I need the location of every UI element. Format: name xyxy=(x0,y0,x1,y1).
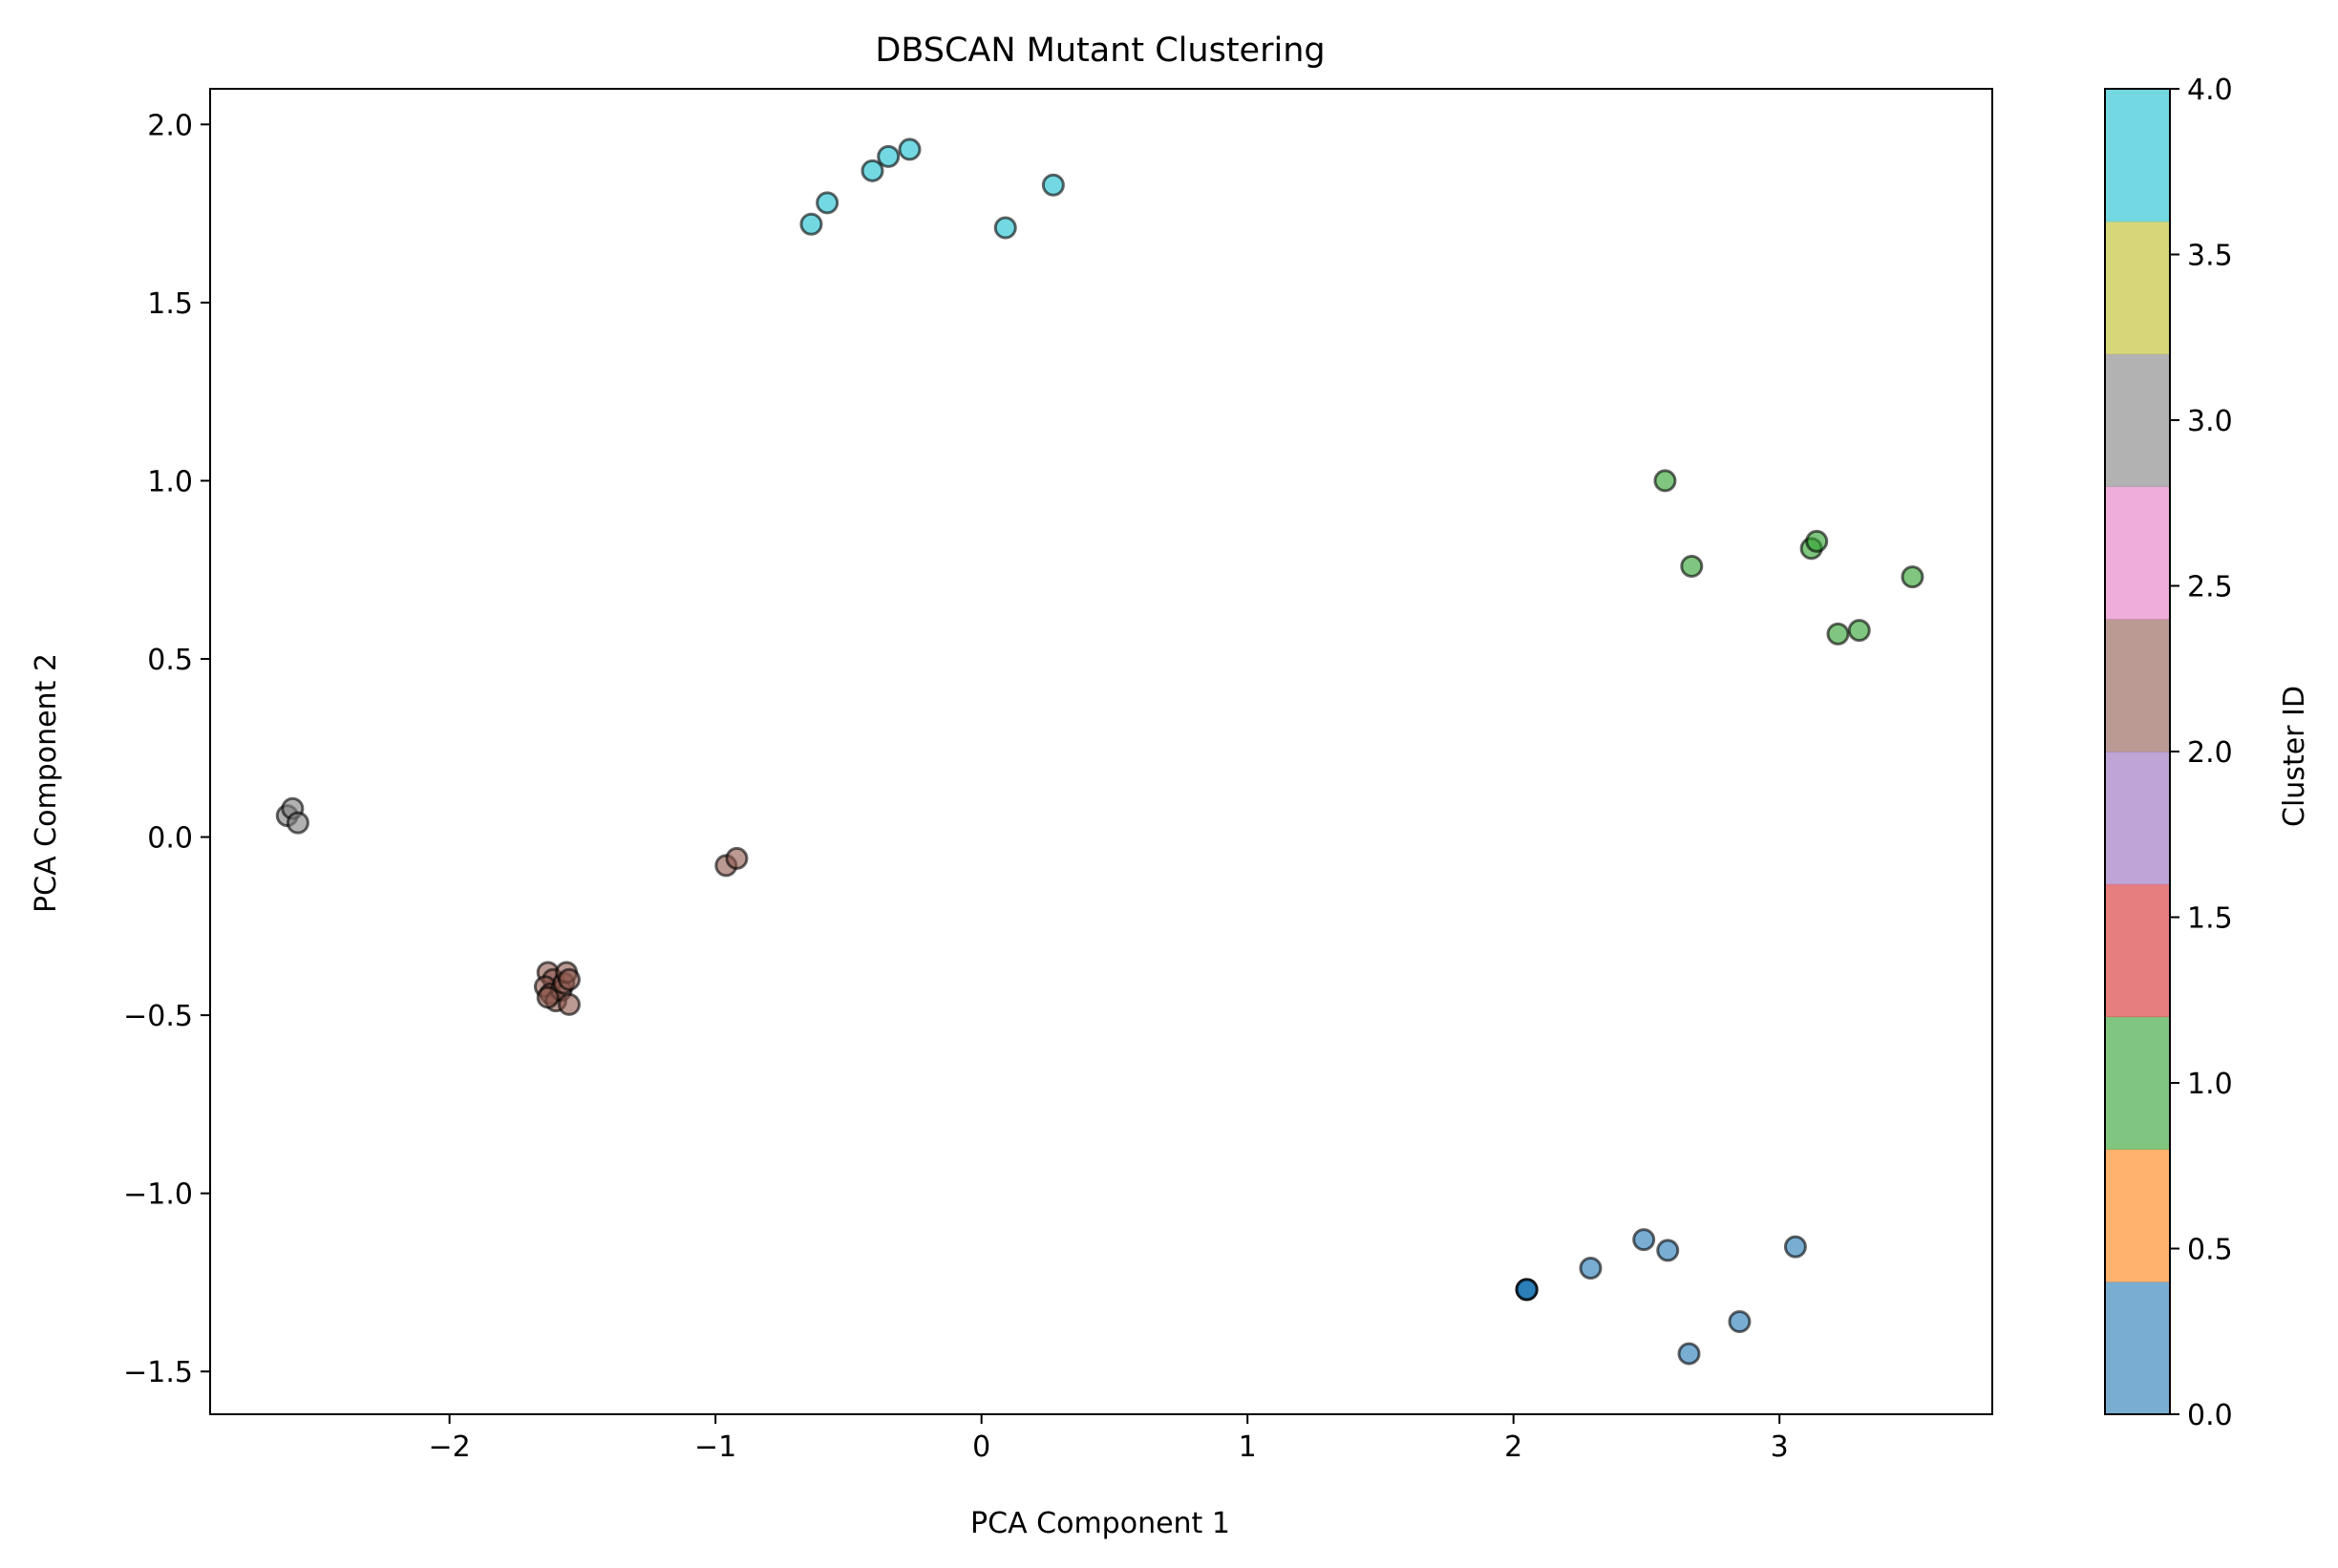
plot-area xyxy=(210,89,1992,1414)
data-point-cluster-1 xyxy=(1805,529,1829,553)
data-point-cluster-1 xyxy=(1680,554,1704,578)
data-point-cluster-2 xyxy=(557,967,581,991)
colorbar-tick-label: 2.5 xyxy=(2187,571,2233,604)
colorbar-segment xyxy=(2105,619,2170,752)
colorbar-tick-label: 3.0 xyxy=(2187,405,2233,438)
x-tick-label: 2 xyxy=(1504,1430,1522,1464)
data-point-cluster-1 xyxy=(1653,469,1677,493)
data-point-cluster-0 xyxy=(1632,1228,1656,1252)
colorbar-segment xyxy=(2105,1149,2170,1282)
data-point-cluster-0 xyxy=(1515,1278,1539,1302)
x-tick-label: 3 xyxy=(1771,1430,1789,1464)
colorbar-tick-label: 3.5 xyxy=(2187,240,2233,273)
y-tick-label: 1.5 xyxy=(147,287,193,321)
plot-background xyxy=(210,89,1992,1414)
data-point-cluster-1 xyxy=(1826,622,1850,646)
data-point-cluster-4 xyxy=(816,191,840,215)
colorbar-segment xyxy=(2105,221,2170,355)
x-tick-label: −1 xyxy=(694,1430,736,1464)
colorbar-tick-label: 0.0 xyxy=(2187,1399,2233,1432)
y-tick-label: −0.5 xyxy=(123,1000,193,1033)
x-tick-label: 0 xyxy=(972,1430,990,1464)
colorbar-segment xyxy=(2105,1282,2170,1415)
y-tick-label: 0.5 xyxy=(147,644,193,677)
y-tick-label: 0.0 xyxy=(147,822,193,856)
colorbar-tick-label: 0.5 xyxy=(2187,1234,2233,1267)
data-point-cluster-0 xyxy=(1579,1257,1603,1281)
data-point-cluster-4 xyxy=(993,216,1017,240)
colorbar-segment xyxy=(2105,486,2170,620)
colorbar-segment xyxy=(2105,1016,2170,1150)
data-point-cluster-4 xyxy=(1041,173,1065,197)
colorbar-tick-label: 1.0 xyxy=(2187,1068,2233,1101)
data-point-cluster-2 xyxy=(725,846,749,870)
x-axis-label: PCA Component 1 xyxy=(970,1507,1230,1540)
y-tick-label: −1.0 xyxy=(123,1178,193,1212)
data-points xyxy=(275,138,1924,1366)
data-point-cluster-0 xyxy=(1728,1309,1752,1333)
y-tick-label: 2.0 xyxy=(147,109,193,142)
colorbar-tick-label: 4.0 xyxy=(2187,74,2233,107)
plot-frame xyxy=(209,88,1993,1415)
data-point-cluster-4 xyxy=(877,144,901,168)
x-tick-label: −2 xyxy=(429,1430,471,1464)
colorbar: 0.0 0.5 1.0 1.5 2.0 2.5 3.0 3.5 4.0 xyxy=(2104,74,2233,1432)
data-point-cluster-3 xyxy=(286,811,309,835)
data-point-cluster-0 xyxy=(1783,1235,1807,1259)
y-tick-label: −1.5 xyxy=(123,1356,193,1389)
y-tick-label: 1.0 xyxy=(147,465,193,498)
chart-title: DBSCAN Mutant Clustering xyxy=(875,32,1325,70)
data-point-cluster-1 xyxy=(1847,619,1871,643)
data-point-cluster-0 xyxy=(1677,1342,1701,1366)
colorbar-tick-label: 1.5 xyxy=(2187,902,2233,936)
data-point-cluster-2 xyxy=(557,992,581,1016)
data-point-cluster-4 xyxy=(799,212,823,236)
data-point-cluster-4 xyxy=(898,138,922,161)
x-tick-label: 1 xyxy=(1239,1430,1257,1464)
y-axis-label: PCA Component 2 xyxy=(30,653,63,913)
colorbar-label: Cluster ID xyxy=(2278,686,2311,827)
data-point-cluster-2 xyxy=(536,985,560,1009)
colorbar-segment xyxy=(2105,883,2170,1018)
colorbar-segment xyxy=(2105,752,2170,885)
colorbar-segment xyxy=(2105,89,2170,222)
colorbar-tick-label: 2.0 xyxy=(2187,736,2233,770)
data-point-cluster-1 xyxy=(1901,565,1924,589)
data-point-cluster-4 xyxy=(861,159,884,182)
data-point-cluster-0 xyxy=(1656,1239,1680,1262)
colorbar-segment xyxy=(2105,353,2170,487)
axes: −2 −1 0 1 2 3 −1.5 −1.0 −0.5 0.0 0.5 1.0 1.5 2.0 xyxy=(123,88,1993,1464)
